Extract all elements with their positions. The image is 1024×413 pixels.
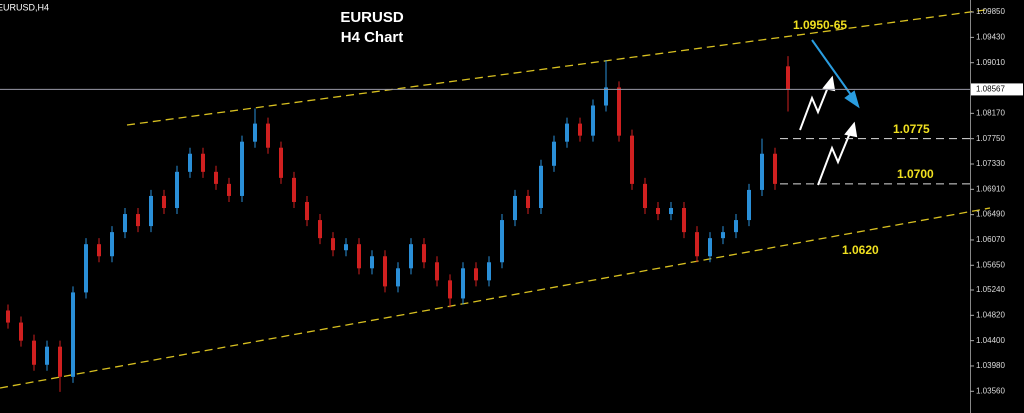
candle-body [500, 220, 504, 263]
candle-body [565, 123, 569, 142]
candle-body [58, 346, 62, 377]
candle-body [591, 105, 595, 136]
candle-body [266, 123, 270, 148]
candle-body [305, 201, 309, 221]
candle-body [656, 208, 660, 215]
candle-body [71, 292, 75, 377]
current-price-label: 1.08567 [976, 85, 1005, 94]
current-price-box [971, 83, 1023, 96]
arrow-head [844, 121, 858, 138]
chart-subtitle: H4 Chart [341, 29, 404, 46]
y-tick-label: 1.09850 [976, 7, 1005, 16]
channel-lower [0, 207, 991, 389]
y-tick-label: 1.05650 [976, 260, 1005, 269]
y-tick-label: 1.06490 [976, 210, 1005, 219]
y-tick-label: 1.06070 [976, 235, 1005, 244]
candle-body [149, 195, 153, 227]
candle-body [760, 153, 764, 190]
candle-body [448, 280, 452, 299]
target-annotation: 1.0950-65 [793, 18, 847, 32]
y-tick-label: 1.04400 [976, 336, 1005, 345]
candle-body [32, 340, 36, 365]
candle-body [19, 322, 23, 341]
y-tick-label: 1.09430 [976, 32, 1005, 41]
candle-body [695, 232, 699, 257]
candle-body [409, 244, 413, 269]
candles [6, 56, 790, 392]
y-tick-label: 1.03980 [976, 361, 1005, 370]
channel-upper [126, 9, 986, 126]
y-tick-label: 1.04820 [976, 310, 1005, 319]
candle-body [279, 147, 283, 178]
candle-body [461, 268, 465, 299]
candle-body [84, 244, 88, 293]
candle-body [617, 87, 621, 136]
candle-body [123, 214, 127, 233]
y-tick-label: 1.07330 [976, 159, 1005, 168]
arrow-up [817, 127, 853, 186]
candle-body [396, 268, 400, 287]
chart-title: EURUSD [340, 9, 404, 26]
support-annotation: 1.0620 [842, 243, 879, 257]
candle-body [669, 208, 673, 215]
candle-body [630, 135, 634, 184]
candle-body [201, 153, 205, 172]
candle-body [526, 195, 530, 209]
candle-body [552, 141, 556, 166]
y-tick-label: 1.03560 [976, 386, 1005, 395]
y-tick-label: 1.05240 [976, 285, 1005, 294]
candle-body [188, 153, 192, 172]
candle-body [292, 177, 296, 202]
candle-body [318, 220, 322, 239]
symbol-label: EURUSD,H4 [0, 2, 49, 12]
arrow-up [799, 81, 831, 131]
candle-body [487, 262, 491, 281]
candle-body [175, 171, 179, 209]
arrow-head [844, 90, 860, 109]
candle-body [773, 153, 777, 184]
candle-body [162, 195, 166, 209]
candle-body [682, 208, 686, 233]
candle-body [708, 238, 712, 257]
candle-body [370, 256, 374, 269]
level-label: 1.0700 [897, 167, 934, 181]
candle-body [734, 220, 738, 233]
candle-body [45, 346, 49, 365]
y-tick-label: 1.07750 [976, 134, 1005, 143]
candle-body [513, 195, 517, 221]
candle-body [578, 123, 582, 136]
candle-body [435, 262, 439, 281]
candle-body [383, 256, 387, 287]
candle-body [344, 244, 348, 251]
candle-body [786, 66, 790, 90]
candle-body [253, 123, 257, 142]
candle-body [422, 244, 426, 263]
candle-body [6, 310, 10, 323]
candle-body [97, 244, 101, 257]
candle-body [214, 171, 218, 184]
candle-body [747, 189, 751, 221]
candle-body [240, 141, 244, 196]
arrow-down [811, 39, 857, 103]
candle-body [721, 232, 725, 239]
candle-body [110, 232, 114, 257]
level-label: 1.0775 [893, 122, 930, 136]
y-tick-label: 1.06910 [976, 184, 1005, 193]
candle-body [539, 165, 543, 209]
candle-body [357, 244, 361, 269]
y-tick-label: 1.08170 [976, 108, 1005, 117]
candle-body [643, 183, 647, 209]
candle-body [331, 238, 335, 251]
candle-body [474, 268, 478, 281]
candle-body [136, 214, 140, 227]
candle-body [227, 183, 231, 196]
candle-body [604, 87, 608, 106]
y-tick-label: 1.09010 [976, 58, 1005, 67]
projection-arrows [799, 39, 860, 186]
